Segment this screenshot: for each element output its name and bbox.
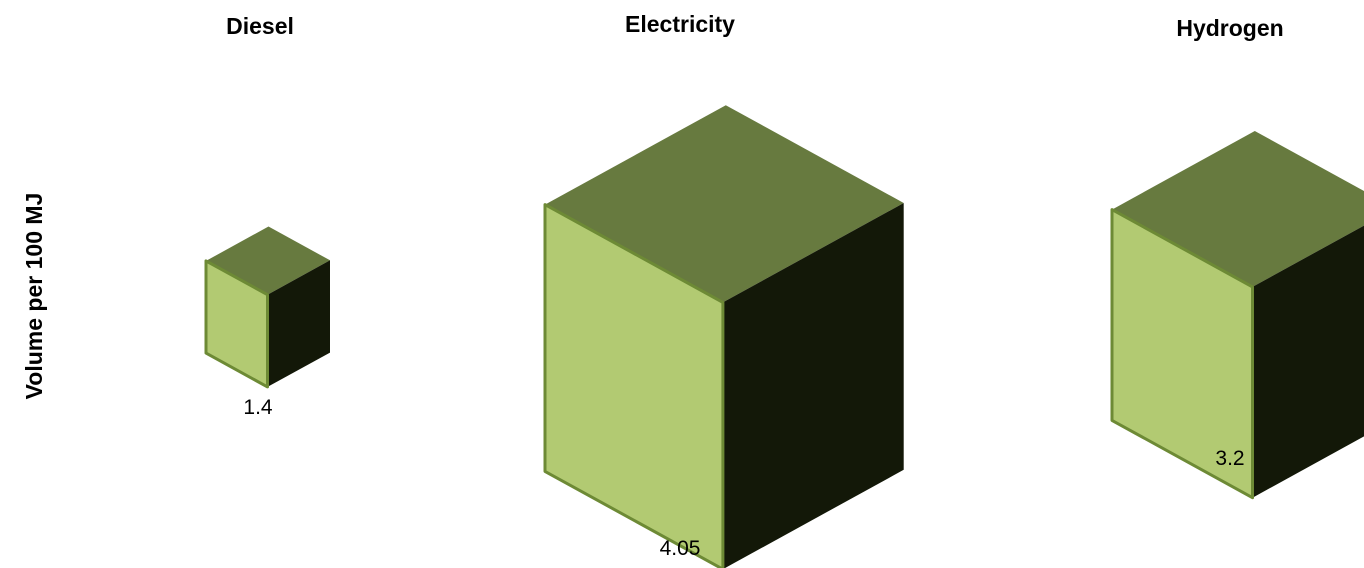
cubes-layer: Diesel 1.4 Electricity 4.05 Hydrogen 3.2 [204,11,1364,568]
cube-top-face [1112,131,1364,287]
cube-side-face [267,260,330,387]
cube-side-face [722,203,904,568]
cube-electricity [543,105,904,568]
category-title: Electricity [625,11,735,37]
cube-front-face [543,203,725,568]
cube-front-face [204,259,269,389]
category-title: Hydrogen [1176,15,1283,41]
data-label: 4.05 [660,537,701,560]
cube-hydrogen [1110,131,1364,500]
y-axis-label: Volume per 100 MJ [21,193,47,400]
data-label: 1.4 [243,396,273,419]
cube-front-face [1110,208,1254,500]
category-title: Diesel [226,13,294,39]
cube-side-face [1252,225,1364,498]
data-label: 3.2 [1215,447,1244,470]
cube-diesel [204,226,330,389]
